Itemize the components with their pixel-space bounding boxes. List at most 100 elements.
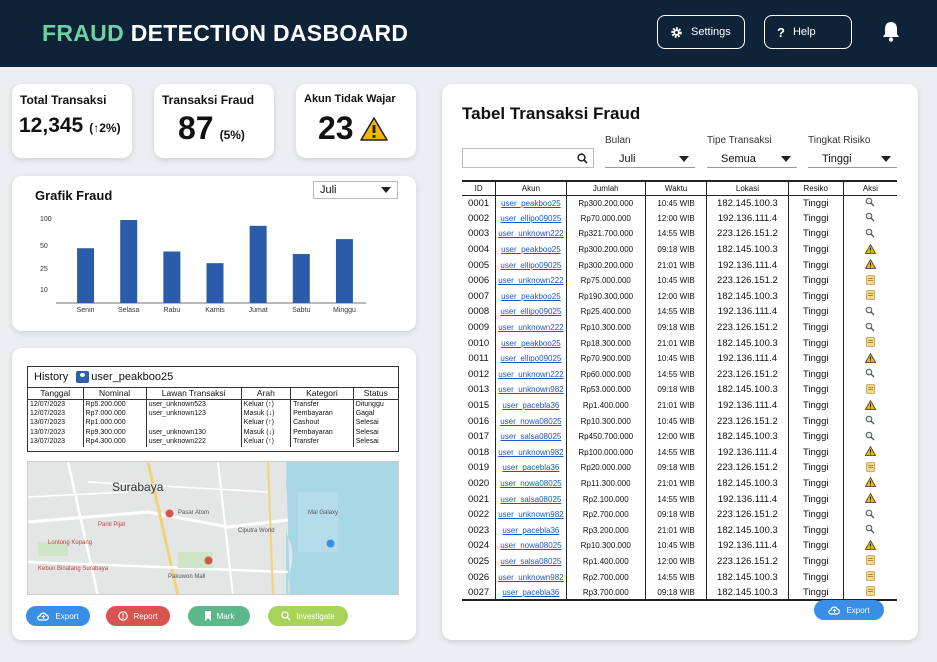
cell-aksi[interactable] [843,398,897,414]
table-export-button[interactable]: Export [814,600,884,620]
cell-aksi[interactable] [843,538,897,554]
column-header-akun[interactable]: Akun [495,181,567,196]
table-row[interactable]: 0005 user_ellipo09025 Rp300.200.000 21:01 W… [462,257,897,273]
table-row[interactable]: 0013 user_unknown982 Rp53.000.000 09:18 WIB… [462,382,897,398]
note-icon[interactable] [865,555,875,566]
search-icon[interactable] [865,509,875,519]
search-icon[interactable] [865,197,875,207]
warning-icon[interactable] [864,539,877,550]
search-icon[interactable] [865,431,875,441]
warning-icon[interactable] [864,258,877,270]
table-row[interactable]: 0024 user_nowa08025 Rp10.300.000 10:45 WIB 1… [462,538,897,554]
column-header-waktu[interactable]: Waktu [645,181,708,196]
search-icon[interactable] [865,368,875,378]
note-icon[interactable] [865,337,875,348]
cell-akun[interactable]: user_pacebla36 [495,460,567,476]
cell-aksi[interactable] [843,507,897,523]
investigate-button[interactable]: Investigate [268,606,348,626]
search-icon[interactable] [865,322,875,332]
note-icon[interactable] [865,461,875,472]
cell-aksi[interactable] [843,554,897,570]
column-header-jumlah[interactable]: Jumlah [566,181,646,196]
bar-senin[interactable] [77,248,95,303]
cell-akun[interactable]: user_ellipo09025 [495,257,567,273]
cell-aksi[interactable] [843,226,897,242]
cell-akun[interactable]: user_ellipo09025 [495,210,567,227]
search-icon[interactable] [865,306,875,316]
cell-akun[interactable]: user_salsa08025 [495,491,567,507]
note-icon[interactable] [865,586,875,597]
location-map[interactable]: Surabaya Panti Pijat Pasar Atom Mal Gala… [27,461,399,595]
cell-akun[interactable]: user_unknown982 [495,506,567,523]
cell-aksi[interactable] [843,335,897,351]
history-row[interactable]: 12/07/2023 Rp7.000.000 user_unknown123 Masu… [28,408,398,418]
help-button[interactable]: ? Help [764,15,852,49]
column-header-resiko[interactable]: Resiko [788,181,844,196]
cell-akun[interactable]: user_unknown222 [495,226,567,242]
table-row[interactable]: 0011 user_ellipo09025 Rp70.900.000 10:45 WI… [462,350,897,367]
bar-selasa[interactable] [120,220,138,303]
cell-akun[interactable]: user_unknown982 [495,444,567,461]
bar-jumat[interactable] [249,225,267,303]
history-row[interactable]: 13/07/2023 Rp1.000.000 Keluar (↑) Cashout Se… [28,418,398,428]
table-row[interactable]: 0015 user_pacebla36 Rp1.400.000 21:01 WIB 19… [462,397,897,414]
table-row[interactable]: 0008 user_ellipo09025 Rp25.400.000 14:55 WI… [462,304,897,320]
warning-icon[interactable] [864,446,877,457]
filter-bulan-select[interactable]: Juli [605,150,695,168]
table-row[interactable]: 0021 user_salsa08025 Rp2.100.000 14:55 WIB 1… [462,491,897,507]
report-button[interactable]: Report [106,606,170,626]
cell-aksi[interactable] [843,585,897,601]
history-row[interactable]: 13/07/2023 Rp9.300.000 user_unknown130 Masu… [28,427,398,437]
table-row[interactable]: 0012 user_unknown222 Rp60.000.000 14:55 WIB… [462,366,897,383]
table-row[interactable]: 0025 user_salsa08025 Rp1.400.000 12:00 WIB 2… [462,553,897,570]
cell-akun[interactable]: user_peakboo25 [495,335,567,351]
cell-akun[interactable]: user_unknown982 [495,382,567,398]
cell-akun[interactable]: user_pacebla36 [495,397,567,414]
warning-icon[interactable] [864,492,877,503]
cell-akun[interactable]: user_nowa08025 [495,538,567,554]
table-row[interactable]: 0017 user_salsa08025 Rp450.700.000 12:00 WI… [462,428,897,445]
search-icon[interactable] [865,228,875,238]
cell-akun[interactable]: user_ellipo09025 [495,304,567,320]
note-icon[interactable] [865,274,875,285]
table-row[interactable]: 0022 user_unknown982 Rp2.700.000 09:18 WIB 2… [462,506,897,523]
filter-tipe-select[interactable]: Semua [707,150,797,168]
cell-aksi[interactable] [843,382,897,398]
cell-akun[interactable]: user_peakboo25 [495,241,567,258]
cell-aksi[interactable] [843,445,897,461]
table-row[interactable]: 0003 user_unknown222 Rp321.700.000 14:55 WI… [462,226,897,242]
table-row[interactable]: 0018 user_unknown982 Rp100.000.000 14:55 WI… [462,444,897,461]
warning-icon[interactable] [864,352,877,363]
cell-akun[interactable]: user_unknown222 [495,319,567,336]
search-icon[interactable] [865,212,875,222]
settings-button[interactable]: Settings [657,15,745,49]
cell-akun[interactable]: user_unknown222 [495,272,567,289]
note-icon[interactable] [865,384,875,394]
table-row[interactable]: 0007 user_peakboo25 Rp190.300.000 12:00 WIB… [462,288,897,305]
table-row[interactable]: 0016 user_nowa08025 Rp10.300.000 10:45 WIB 2… [462,413,897,429]
cell-aksi[interactable] [843,460,897,476]
table-row[interactable]: 0026 user_unknown982 Rp2.700.000 14:55 WIB 1… [462,569,897,585]
table-row[interactable]: 0019 user_pacebla36 Rp20.000.000 09:18 WIB 2… [462,460,897,476]
warning-icon[interactable] [864,399,877,410]
table-row[interactable]: 0004 user_peakboo25 Rp300.200.000 09:18 WIB… [462,241,897,258]
filter-risiko-select[interactable]: Tinggi [808,150,897,168]
cell-aksi[interactable] [843,242,897,258]
export-button[interactable]: Export [26,606,90,626]
table-row[interactable]: 0001 user_peakboo25 Rp300.200.000 10:45 WIB… [462,195,897,211]
cell-aksi[interactable] [843,320,897,336]
chart-month-select[interactable]: Juli [313,181,398,199]
cell-akun[interactable]: user_peakboo25 [495,195,567,211]
note-icon[interactable] [865,290,875,301]
history-row[interactable]: 12/07/2023 Rp5.200.000 user_unknown523 Kelu… [28,399,398,409]
search-icon[interactable] [865,524,875,534]
note-icon[interactable] [865,571,875,581]
table-row[interactable]: 0023 user_pacebla36 Rp3.200.000 21:01 WIB 18… [462,522,897,539]
cell-aksi[interactable] [843,257,897,273]
table-row[interactable]: 0006 user_unknown222 Rp75.000.000 10:45 WIB… [462,272,897,289]
bar-minggu[interactable] [335,239,353,303]
cell-akun[interactable]: user_pacebla36 [495,522,567,539]
cell-aksi[interactable] [843,195,897,211]
cell-akun[interactable]: user_unknown982 [495,569,567,585]
cell-aksi[interactable] [843,351,897,367]
